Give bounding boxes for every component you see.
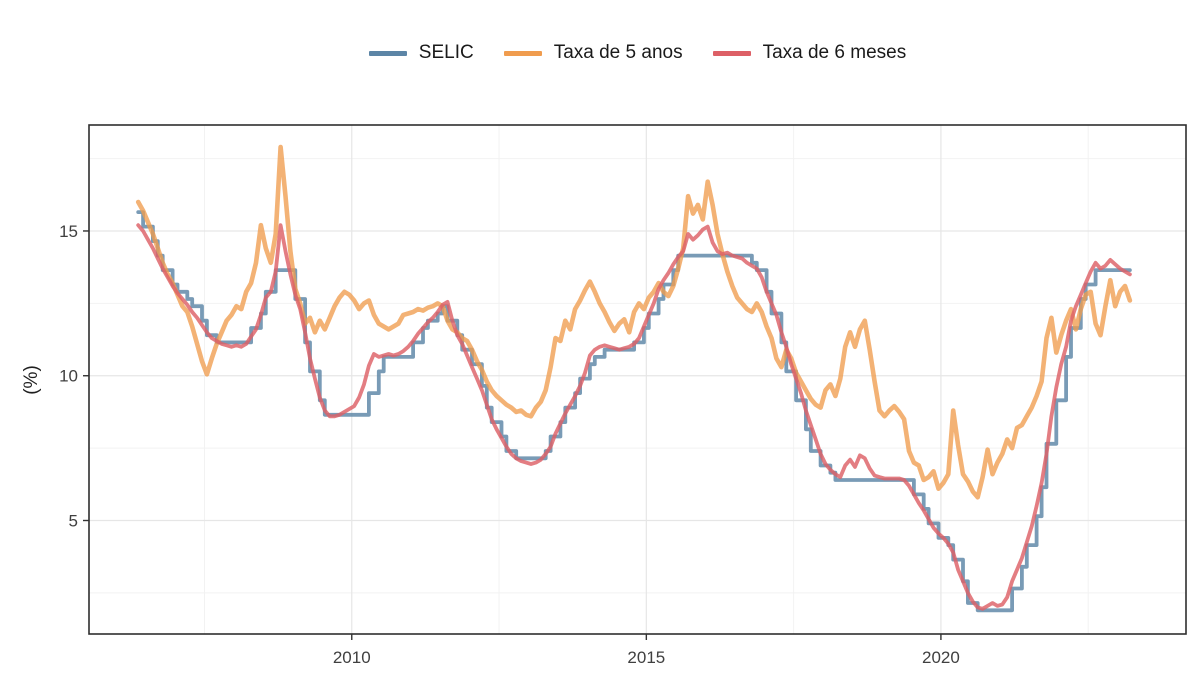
x-tick-label: 2015	[627, 648, 665, 667]
selic-line-swatch	[368, 50, 407, 56]
legend-label-taxa-5-anos: Taxa de 5 anos	[553, 42, 683, 63]
legend-label-selic: SELIC	[418, 42, 474, 63]
panel-border	[88, 124, 1187, 635]
legend-item-selic: SELIC	[368, 41, 474, 65]
taxa-5-anos-line-swatch	[503, 50, 542, 56]
x-tick-label: 2020	[922, 648, 960, 667]
legend-item-taxa-6-meses: Taxa de 6 meses	[712, 41, 907, 65]
series-line-selic	[136, 210, 1132, 613]
legend-item-taxa-5-anos: Taxa de 5 anos	[503, 41, 683, 65]
y-tick-label: 10	[59, 367, 78, 386]
y-axis-title: (%)	[21, 365, 42, 395]
y-tick-label: 15	[59, 222, 78, 241]
x-tick-label: 2010	[333, 648, 371, 667]
series-line-taxa-de-5-anos	[135, 144, 1133, 500]
legend: SELIC Taxa de 5 anos Taxa de 6 meses	[89, 41, 1186, 65]
y-tick-label: 5	[69, 512, 78, 531]
legend-label-taxa-6-meses: Taxa de 6 meses	[762, 42, 907, 63]
series-line-taxa-de-6-meses	[136, 223, 1132, 611]
taxa-6-meses-line-swatch	[712, 50, 751, 56]
